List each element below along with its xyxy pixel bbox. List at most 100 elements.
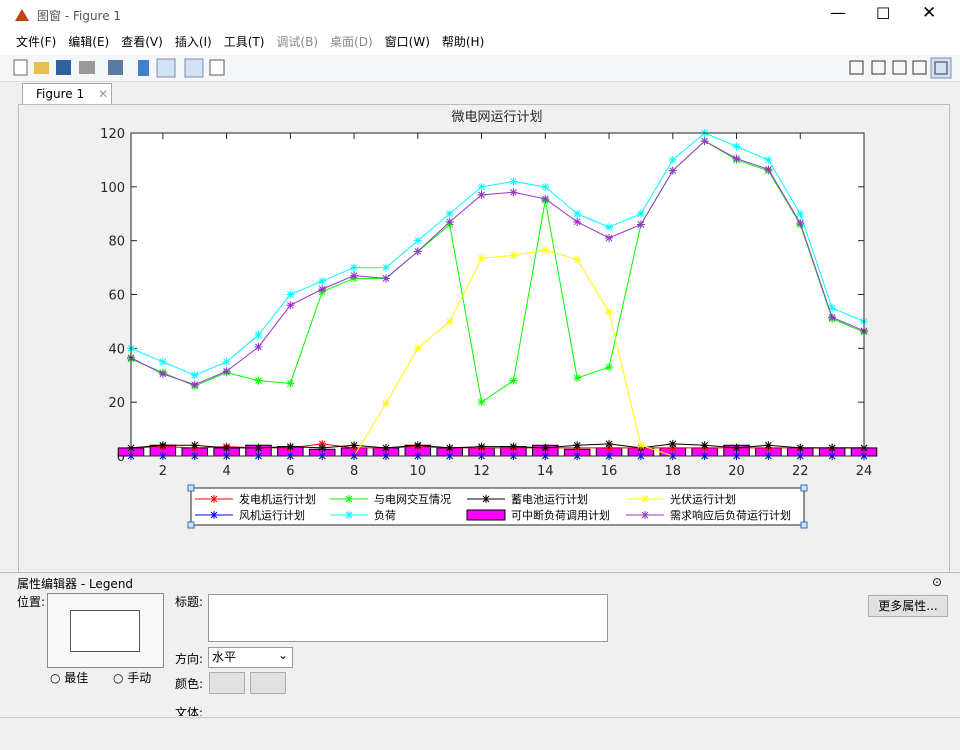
menu-item[interactable]: 工具(T) bbox=[223, 35, 265, 49]
marker bbox=[605, 443, 614, 452]
edge-color[interactable] bbox=[209, 672, 245, 694]
menu-item[interactable]: 窗口(W) bbox=[384, 35, 430, 49]
minimize[interactable]: — bbox=[830, 3, 846, 22]
marker bbox=[605, 439, 614, 448]
marker bbox=[158, 369, 167, 378]
marker bbox=[573, 441, 582, 450]
x-tick-label: 12 bbox=[473, 464, 490, 479]
marker bbox=[573, 209, 582, 218]
x-tick-label: 6 bbox=[286, 464, 294, 479]
marker bbox=[605, 363, 614, 372]
maximize[interactable]: ☐ bbox=[876, 4, 891, 23]
position-grid[interactable] bbox=[47, 593, 164, 668]
legend-swatch bbox=[466, 509, 506, 521]
marker bbox=[605, 233, 614, 242]
direction-select[interactable]: 水平 ⌄ bbox=[208, 647, 293, 668]
marker bbox=[828, 313, 837, 322]
marker bbox=[668, 443, 677, 452]
x-tick-label: 18 bbox=[665, 464, 682, 479]
marker bbox=[413, 344, 422, 353]
more-button[interactable]: 更多属性... bbox=[868, 595, 948, 617]
face-color[interactable] bbox=[250, 672, 286, 694]
menu-item[interactable]: 帮助(H) bbox=[441, 35, 485, 49]
color-label: 颜色: bbox=[175, 677, 204, 691]
window-title: 图窗 - Figure 1 bbox=[37, 9, 122, 23]
radio-manual[interactable]: ○ 手动 bbox=[113, 671, 152, 685]
menu-item[interactable]: 调试(B) bbox=[276, 35, 319, 49]
marker bbox=[828, 303, 837, 312]
series-line bbox=[130, 140, 865, 386]
axes-box bbox=[130, 132, 865, 457]
legend-label: 需求响应后负荷运行计划 bbox=[670, 508, 791, 522]
marker bbox=[286, 379, 295, 388]
marker bbox=[668, 155, 677, 164]
x-tick-label: 8 bbox=[350, 464, 358, 479]
x-tick-label: 20 bbox=[728, 464, 745, 479]
marker bbox=[668, 166, 677, 175]
marker bbox=[509, 188, 518, 197]
marker bbox=[413, 247, 422, 256]
marker bbox=[413, 441, 422, 450]
figure-tab[interactable]: Figure 1 ✕ bbox=[22, 83, 112, 104]
status-bar bbox=[0, 717, 960, 750]
y-tick-label: 20 bbox=[108, 396, 125, 411]
marker bbox=[381, 263, 390, 272]
series-line bbox=[130, 140, 865, 404]
pe-title: 属性编辑器 - Legend bbox=[17, 577, 134, 591]
radio-label: 最佳 bbox=[64, 671, 89, 685]
collapse[interactable]: ⊙ bbox=[932, 575, 943, 589]
marker bbox=[190, 441, 199, 450]
marker bbox=[573, 373, 582, 382]
legend-frame bbox=[190, 487, 805, 526]
legend-label: 风机运行计划 bbox=[239, 508, 305, 522]
marker bbox=[796, 443, 805, 452]
marker bbox=[668, 439, 677, 448]
marker bbox=[477, 398, 486, 407]
legend-handle bbox=[800, 484, 808, 492]
close[interactable]: ✕ bbox=[922, 3, 937, 23]
radio-best[interactable]: ○ 最佳 bbox=[50, 671, 89, 685]
marker bbox=[796, 219, 805, 228]
tab-label: Figure 1 bbox=[36, 87, 85, 101]
marker bbox=[286, 301, 295, 310]
marker bbox=[350, 441, 359, 450]
menu-item[interactable]: 文件(F) bbox=[16, 35, 57, 49]
plot-area bbox=[131, 133, 864, 456]
marker bbox=[605, 307, 614, 316]
legend-handle bbox=[187, 484, 195, 492]
menu-item[interactable]: 插入(I) bbox=[174, 35, 212, 49]
y-tick-label: 40 bbox=[108, 342, 125, 357]
legend-label: 可中断负荷调用计划 bbox=[511, 508, 610, 522]
position-label: 位置: bbox=[17, 595, 46, 609]
marker bbox=[732, 142, 741, 151]
marker bbox=[445, 443, 454, 452]
marker bbox=[445, 217, 454, 226]
legend-marker bbox=[210, 495, 218, 503]
menu-item[interactable]: 桌面(D) bbox=[330, 35, 373, 49]
y-tick-label: 80 bbox=[108, 235, 125, 250]
menu-item[interactable]: 编辑(E) bbox=[68, 35, 110, 49]
marker bbox=[286, 442, 295, 451]
menu-item[interactable]: 查看(V) bbox=[121, 35, 163, 49]
title-input[interactable] bbox=[208, 594, 608, 642]
x-tick-label: 10 bbox=[410, 464, 427, 479]
marker bbox=[413, 236, 422, 245]
marker bbox=[477, 254, 486, 263]
radio-label: 手动 bbox=[127, 671, 152, 685]
marker bbox=[541, 246, 550, 255]
marker bbox=[477, 182, 486, 191]
marker bbox=[732, 443, 741, 452]
marker bbox=[700, 137, 709, 146]
app-icon bbox=[15, 9, 29, 21]
marker bbox=[190, 371, 199, 380]
legend-marker bbox=[482, 495, 490, 503]
menu-bar: 文件(F) 编辑(E) 查看(V) 插入(I) 工具(T) 调试(B) 桌面(D) 窗口(W)… bbox=[0, 30, 960, 55]
title-label: 标题: bbox=[175, 595, 204, 609]
marker bbox=[764, 155, 773, 164]
marker bbox=[732, 154, 741, 163]
legend-marker bbox=[345, 495, 353, 503]
series-line bbox=[130, 443, 864, 449]
x-tick-label: 22 bbox=[792, 464, 809, 479]
marker bbox=[381, 443, 390, 452]
